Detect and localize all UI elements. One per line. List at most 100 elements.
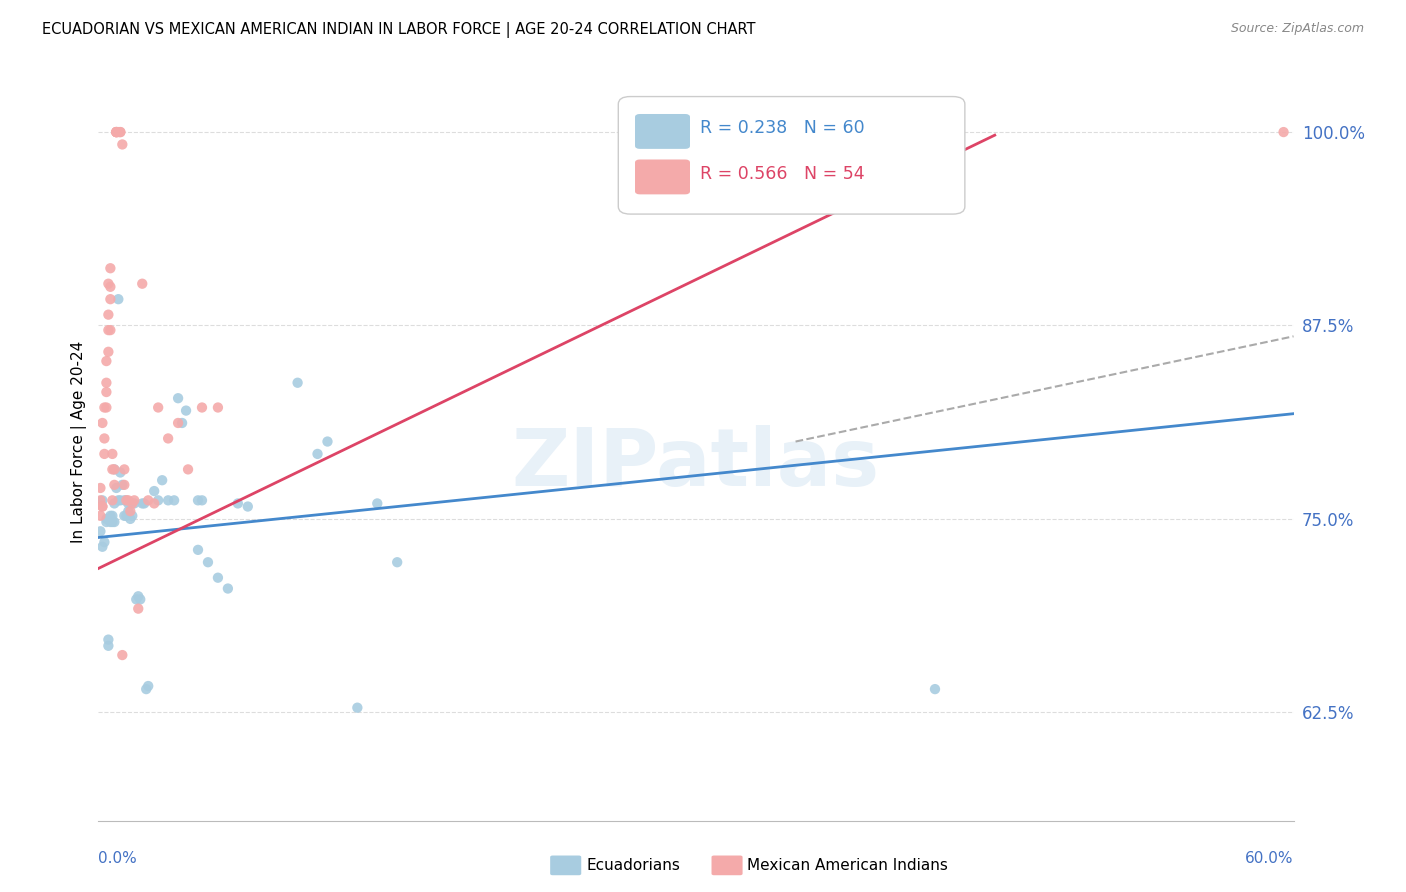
Point [103,478,125,492]
Point [97,632,120,647]
Point [96,515,118,529]
Point [93,447,115,461]
FancyBboxPatch shape [636,160,690,194]
Point [115,493,138,508]
Point [97,323,120,337]
Point [125,592,148,607]
Point [97,277,120,291]
Point [89,493,111,508]
Point [91,416,114,430]
Point [89,508,111,523]
Point [103,515,125,529]
Point [1272,125,1295,139]
Point [89,524,111,539]
Point [103,496,125,510]
Point [127,589,149,603]
Point [105,125,128,139]
Point [107,493,129,508]
Point [157,432,180,446]
Point [105,125,128,139]
Point [207,571,229,585]
Point [207,401,229,415]
Point [98,261,122,276]
Point [101,462,124,476]
Point [121,508,143,523]
Point [93,432,115,446]
Point [111,137,134,152]
Point [385,555,409,569]
Point [120,512,142,526]
Point [120,504,142,518]
Point [287,376,309,390]
Point [110,493,132,508]
Point [105,125,128,139]
Point [924,682,946,697]
Point [112,508,135,523]
Point [91,540,114,554]
Point [163,493,186,508]
Point [97,639,120,653]
Point [197,555,219,569]
Point [96,512,118,526]
Point [136,493,159,508]
Point [101,493,124,508]
Point [117,496,139,510]
Point [346,700,368,714]
Point [97,344,120,359]
Text: ZIPatlas: ZIPatlas [512,425,880,503]
Point [112,462,135,476]
Point [98,292,122,306]
Y-axis label: In Labor Force | Age 20-24: In Labor Force | Age 20-24 [72,341,87,542]
Point [143,484,166,499]
Point [148,493,170,508]
Point [307,447,329,461]
Point [134,496,156,510]
Point [107,125,129,139]
Point [107,292,129,306]
Point [93,401,115,415]
Point [187,542,209,557]
Point [131,277,153,291]
Point [91,493,114,508]
Point [143,496,166,510]
Point [103,462,125,476]
Point [117,493,139,508]
Point [97,308,120,322]
Point [115,493,138,508]
Point [117,504,139,518]
Point [112,493,135,508]
Point [110,125,132,139]
Point [121,496,143,510]
Text: Ecuadorians: Ecuadorians [586,858,681,873]
Point [98,515,122,529]
Text: Source: ZipAtlas.com: Source: ZipAtlas.com [1230,22,1364,36]
Point [150,473,173,487]
Point [157,493,180,508]
Point [191,493,214,508]
Point [110,466,132,480]
Point [167,391,190,405]
Text: 60.0%: 60.0% [1246,851,1294,866]
Point [366,496,388,510]
Point [177,462,200,476]
Point [101,515,124,529]
Point [131,496,153,510]
Point [124,493,146,508]
Point [226,496,249,510]
Point [124,496,146,510]
Point [191,401,214,415]
Text: 0.0%: 0.0% [98,851,138,866]
Point [105,125,128,139]
Point [96,401,118,415]
Point [129,592,152,607]
Point [89,481,111,495]
FancyBboxPatch shape [619,96,965,214]
Text: R = 0.566   N = 54: R = 0.566 N = 54 [700,165,865,183]
Point [96,376,118,390]
Point [148,401,170,415]
Point [174,403,197,417]
Point [105,125,128,139]
FancyBboxPatch shape [711,855,742,875]
Point [101,447,124,461]
Point [127,601,149,615]
